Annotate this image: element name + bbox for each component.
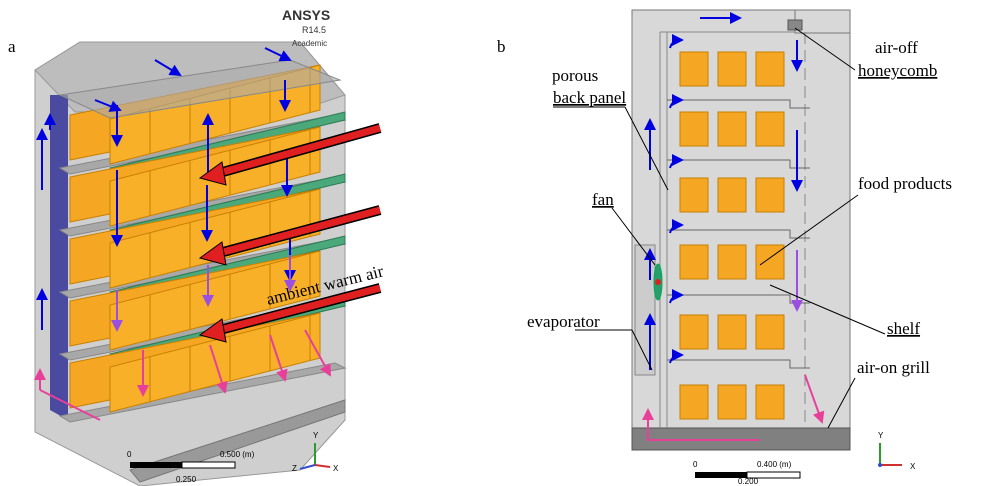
scale-end: 0.500 (m) (220, 450, 255, 459)
axis-x: X (333, 464, 339, 473)
axis-triad (315, 465, 330, 467)
top-box (795, 10, 850, 33)
callout: food products (858, 174, 952, 193)
scale-start: 0 (127, 450, 132, 459)
food-product (756, 245, 784, 279)
logo-name: ANSYS (282, 7, 330, 23)
callout: back panel (553, 88, 626, 107)
food-product (718, 315, 746, 349)
food-product (756, 315, 784, 349)
callout: honeycomb (858, 61, 937, 80)
callout: air-off (875, 38, 918, 57)
figure: a ANSYS R14.5 Academic ambient warm air … (0, 0, 981, 486)
food-product (756, 52, 784, 86)
logo-version: R14.5 (302, 25, 326, 35)
food-product (680, 245, 708, 279)
scale-bar (182, 462, 235, 468)
scale-mid: 0.250 (176, 475, 197, 484)
food-product (718, 178, 746, 212)
callout: porous (552, 66, 598, 85)
food-product (680, 315, 708, 349)
food-product (718, 112, 746, 146)
panel-label: b (497, 37, 506, 56)
food-product (718, 52, 746, 86)
scale-mid: 0.200 (738, 477, 759, 486)
callout: fan (592, 190, 614, 209)
food-product (680, 52, 708, 86)
food-product (680, 112, 708, 146)
axis-triad (878, 463, 882, 467)
fan-hub (655, 279, 661, 285)
food-product (756, 385, 784, 419)
food-product (756, 112, 784, 146)
axis-y: Y (878, 431, 884, 440)
axis-z: Z (292, 464, 297, 473)
scale-end: 0.400 (m) (757, 460, 792, 469)
food-product (680, 178, 708, 212)
callout: shelf (887, 319, 920, 338)
callout: evaporator (527, 312, 600, 331)
logo-edition: Academic (292, 39, 327, 48)
scale-start: 0 (693, 460, 698, 469)
food-product (718, 245, 746, 279)
food-product (718, 385, 746, 419)
axis-x: X (910, 462, 916, 471)
food-product (756, 178, 784, 212)
food-product (680, 385, 708, 419)
axis-y: Y (313, 431, 319, 440)
scale-bar (130, 462, 182, 468)
callout: air-on grill (857, 358, 930, 377)
back-panel (50, 95, 68, 420)
panel-label: a (8, 37, 16, 56)
